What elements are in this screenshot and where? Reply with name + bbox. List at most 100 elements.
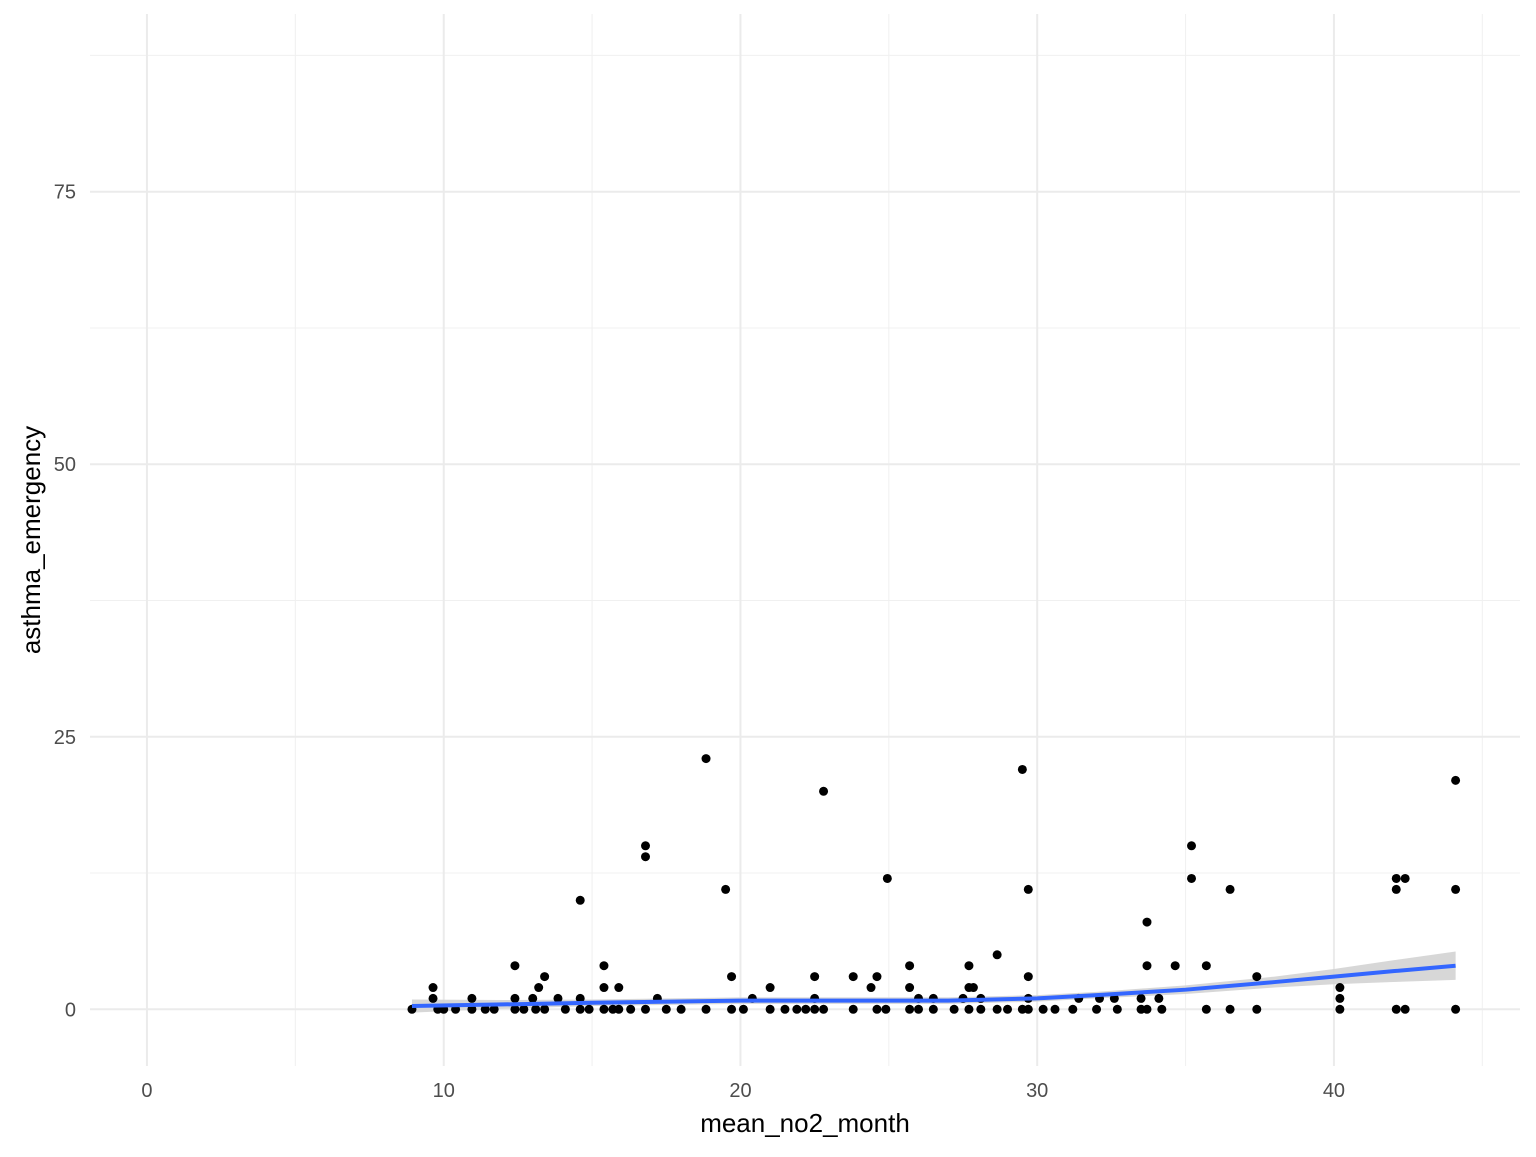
- point: [575, 895, 585, 905]
- point: [810, 972, 820, 982]
- point: [905, 1004, 915, 1014]
- point: [676, 1004, 686, 1014]
- point: [872, 1004, 882, 1014]
- point: [575, 1004, 585, 1014]
- point: [992, 950, 1002, 960]
- point: [614, 1004, 624, 1014]
- point: [1050, 1004, 1060, 1014]
- y-tick-label: 75: [54, 182, 76, 204]
- x-tick-label: 30: [1026, 1080, 1048, 1102]
- point: [866, 983, 876, 993]
- point: [510, 993, 520, 1003]
- point: [1252, 972, 1262, 982]
- point: [914, 1004, 924, 1014]
- point: [510, 961, 520, 971]
- point: [1068, 1004, 1078, 1014]
- point: [1391, 884, 1401, 894]
- point: [701, 754, 711, 764]
- point: [528, 993, 538, 1003]
- point: [810, 1004, 820, 1014]
- point: [1038, 1004, 1048, 1014]
- x-tick-label: 0: [141, 1080, 152, 1102]
- point: [1170, 961, 1180, 971]
- point: [1201, 961, 1211, 971]
- point: [1225, 1004, 1235, 1014]
- point: [661, 1004, 671, 1014]
- point: [641, 841, 651, 851]
- point: [1142, 961, 1152, 971]
- point: [1252, 1004, 1262, 1014]
- point: [738, 1004, 748, 1014]
- point: [599, 983, 609, 993]
- point: [801, 1004, 811, 1014]
- point: [1142, 917, 1152, 927]
- point: [1003, 1004, 1013, 1014]
- point: [1023, 972, 1033, 982]
- point: [882, 873, 892, 883]
- point: [848, 1004, 858, 1014]
- point: [1187, 841, 1197, 851]
- point: [1157, 1004, 1167, 1014]
- point: [641, 1004, 651, 1014]
- point: [792, 1004, 802, 1014]
- point: [928, 1004, 938, 1014]
- point: [968, 983, 978, 993]
- point: [1400, 1004, 1410, 1014]
- point: [905, 983, 915, 993]
- point: [641, 852, 651, 862]
- point: [467, 1004, 477, 1014]
- point: [467, 993, 477, 1003]
- point: [1451, 1004, 1461, 1014]
- point: [819, 1004, 829, 1014]
- point: [428, 983, 438, 993]
- point: [540, 1004, 550, 1014]
- point: [1136, 993, 1146, 1003]
- point: [848, 972, 858, 982]
- x-tick-label: 10: [433, 1080, 455, 1102]
- point: [1112, 1004, 1122, 1014]
- y-tick-label: 0: [65, 999, 76, 1021]
- point: [701, 1004, 711, 1014]
- point: [1391, 873, 1401, 883]
- point: [599, 1004, 609, 1014]
- point: [1023, 884, 1033, 894]
- point: [765, 1004, 775, 1014]
- point: [976, 1004, 986, 1014]
- point: [727, 1004, 737, 1014]
- point: [964, 1004, 974, 1014]
- point: [531, 1004, 541, 1014]
- point: [1400, 873, 1410, 883]
- x-tick-label: 40: [1323, 1080, 1345, 1102]
- y-tick-label: 25: [54, 727, 76, 749]
- point: [489, 1004, 499, 1014]
- point: [1335, 993, 1345, 1003]
- x-axis-label: mean_no2_month: [700, 1108, 910, 1138]
- point: [1187, 873, 1197, 883]
- point: [727, 972, 737, 982]
- point: [949, 1004, 959, 1014]
- point: [780, 1004, 790, 1014]
- point: [1335, 983, 1345, 993]
- point: [540, 972, 550, 982]
- point: [599, 961, 609, 971]
- y-axis-label: asthma_emergency: [16, 426, 46, 654]
- point: [1451, 884, 1461, 894]
- point: [1225, 884, 1235, 894]
- point: [1391, 1004, 1401, 1014]
- point: [519, 1004, 529, 1014]
- point: [575, 993, 585, 1003]
- point: [534, 983, 544, 993]
- point: [1017, 764, 1027, 774]
- point: [510, 1004, 520, 1014]
- point: [881, 1004, 891, 1014]
- point: [905, 961, 915, 971]
- point: [872, 972, 882, 982]
- point: [819, 786, 829, 796]
- point: [721, 884, 731, 894]
- point: [584, 1004, 594, 1014]
- point: [1154, 993, 1164, 1003]
- point: [1451, 775, 1461, 785]
- point: [560, 1004, 570, 1014]
- point: [1142, 1004, 1152, 1014]
